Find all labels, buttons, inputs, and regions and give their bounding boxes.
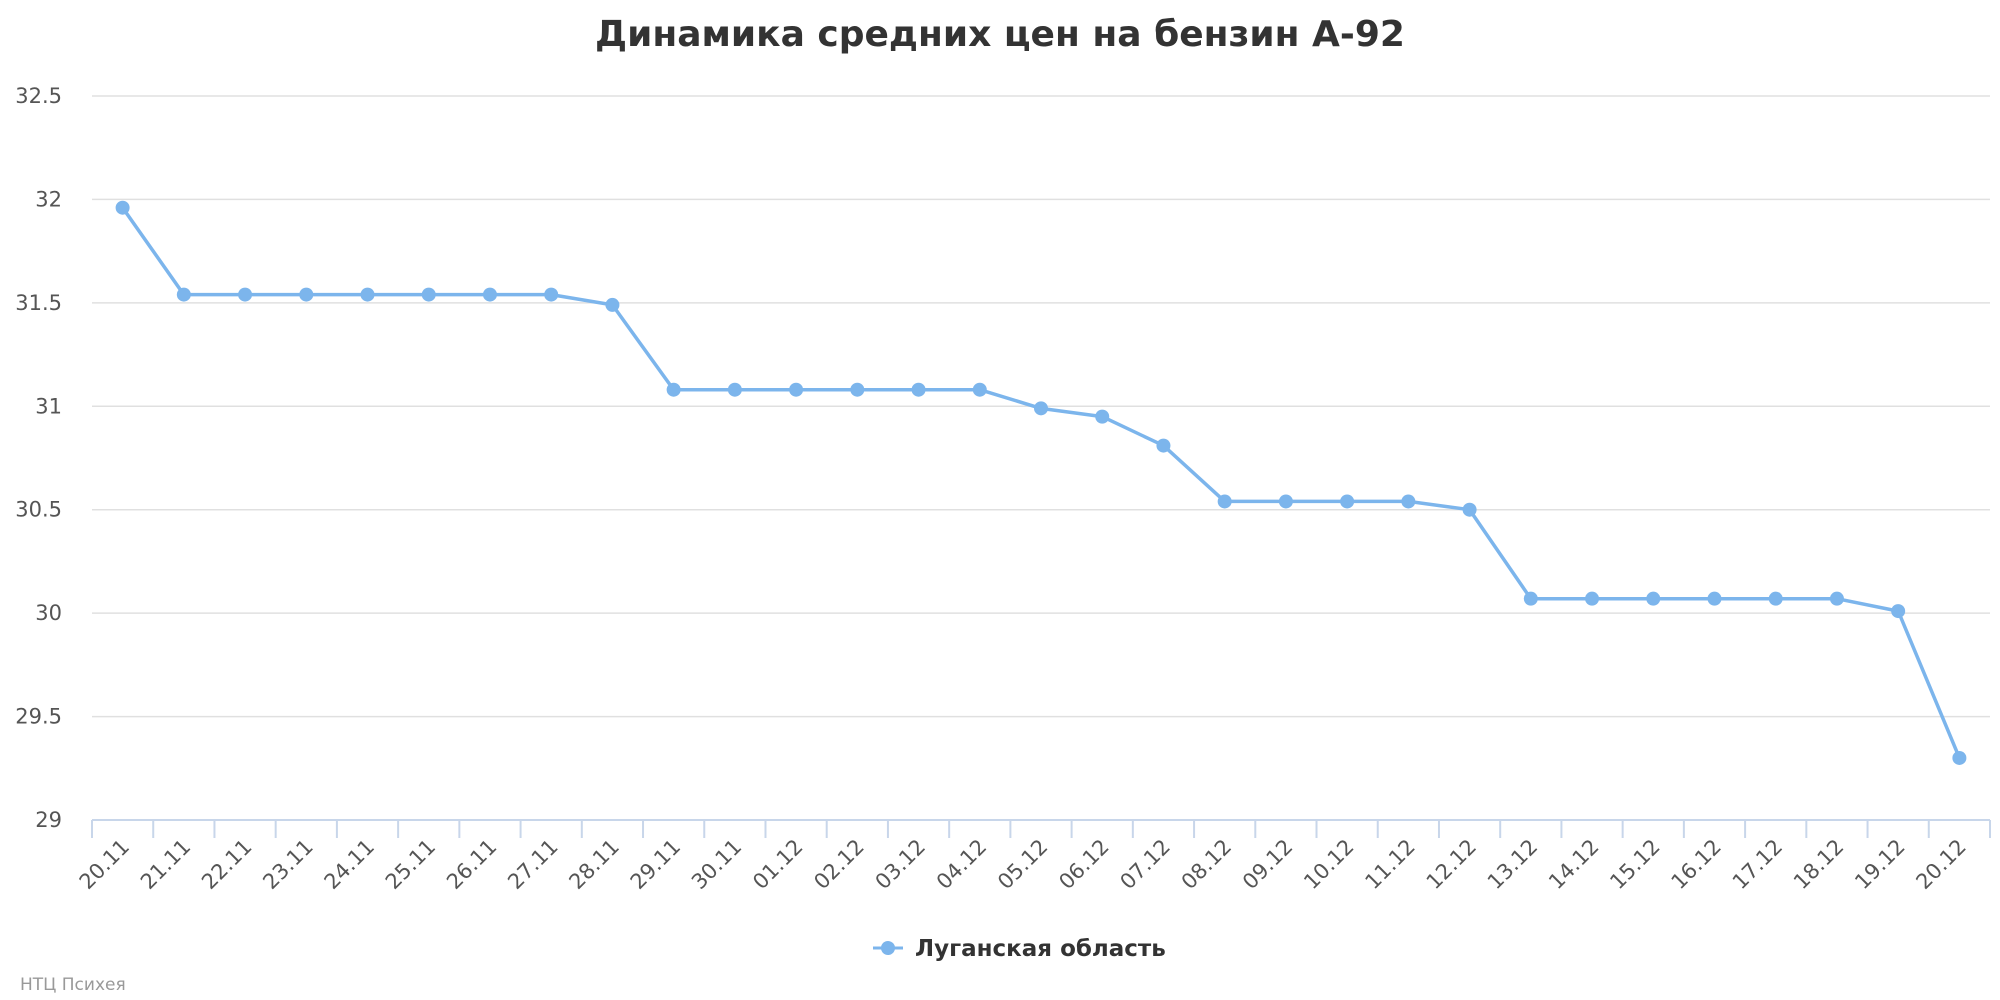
y-tick-label: 32 bbox=[35, 187, 62, 211]
series-layer bbox=[115, 200, 1967, 765]
data-point[interactable] bbox=[850, 382, 865, 397]
x-tick-label: 24.11 bbox=[320, 835, 379, 894]
data-point[interactable] bbox=[666, 382, 681, 397]
x-tick-label: 25.11 bbox=[381, 835, 440, 894]
x-tick-label: 10.12 bbox=[1299, 835, 1358, 894]
data-point[interactable] bbox=[1646, 591, 1661, 606]
x-tick-label: 15.12 bbox=[1605, 835, 1664, 894]
x-tick-label: 21.11 bbox=[136, 835, 195, 894]
data-point[interactable] bbox=[1156, 438, 1171, 453]
legend-label: Луганская область bbox=[915, 936, 1166, 962]
x-tick-label: 03.12 bbox=[871, 835, 930, 894]
data-point[interactable] bbox=[1585, 591, 1600, 606]
x-tick-label: 06.12 bbox=[1054, 835, 1113, 894]
x-tick-label: 09.12 bbox=[1238, 835, 1297, 894]
x-tick-label: 11.12 bbox=[1360, 835, 1419, 894]
x-tick-label: 19.12 bbox=[1850, 835, 1909, 894]
data-point[interactable] bbox=[727, 382, 742, 397]
data-point[interactable] bbox=[911, 382, 926, 397]
data-point[interactable] bbox=[360, 287, 375, 302]
y-tick-label: 32.5 bbox=[15, 84, 62, 108]
x-tick-label: 18.12 bbox=[1789, 835, 1848, 894]
data-point[interactable] bbox=[1034, 401, 1048, 416]
x-tick-label: 04.12 bbox=[932, 835, 991, 894]
x-tick-label: 01.12 bbox=[748, 835, 807, 894]
legend-dot-marker bbox=[881, 941, 895, 955]
x-tick-label: 12.12 bbox=[1422, 835, 1481, 894]
data-point[interactable] bbox=[1891, 604, 1906, 619]
x-tick-label: 23.11 bbox=[258, 835, 317, 894]
x-tick-label: 30.11 bbox=[687, 835, 746, 894]
x-tick-label: 20.12 bbox=[1911, 835, 1970, 894]
y-axis-ticks: 29 29.5 30 30.5 31 31.5 32 32.5 bbox=[15, 84, 62, 832]
data-point[interactable] bbox=[1340, 494, 1355, 509]
x-tick-label: 22.11 bbox=[197, 835, 256, 894]
y-tick-label: 29 bbox=[35, 808, 62, 832]
data-point[interactable] bbox=[972, 382, 987, 397]
data-point[interactable] bbox=[1278, 494, 1293, 509]
x-tick-label: 02.12 bbox=[809, 835, 868, 894]
x-tick-label: 28.11 bbox=[564, 835, 623, 894]
data-point[interactable] bbox=[1768, 591, 1783, 606]
data-point[interactable] bbox=[1217, 494, 1232, 509]
data-point[interactable] bbox=[789, 382, 804, 397]
data-point[interactable] bbox=[1952, 750, 1967, 765]
x-tick-label: 20.11 bbox=[75, 835, 134, 894]
x-tick-label: 07.12 bbox=[1116, 835, 1175, 894]
chart-title: Динамика средних цен на бензин А-92 bbox=[595, 14, 1405, 55]
data-point[interactable] bbox=[299, 287, 314, 302]
y-tick-label: 30.5 bbox=[15, 498, 62, 522]
y-tick-label: 31.5 bbox=[15, 291, 62, 315]
x-axis: 20.11 21.11 22.11 23.11 24.11 25.11 26.11 27.11… bbox=[75, 819, 1991, 894]
x-tick-label: 13.12 bbox=[1483, 835, 1542, 894]
y-tick-label: 30 bbox=[35, 601, 62, 625]
x-tick-label: 08.12 bbox=[1177, 835, 1236, 894]
series-line bbox=[121, 206, 1962, 759]
x-tick-label: 16.12 bbox=[1667, 835, 1726, 894]
credit-text[interactable]: НТЦ Психея bbox=[20, 975, 126, 995]
x-tick-label: 17.12 bbox=[1728, 835, 1787, 894]
gridlines bbox=[92, 95, 1990, 718]
data-point[interactable] bbox=[115, 200, 130, 215]
x-tick-label: 27.11 bbox=[503, 835, 562, 894]
x-tick-label: 14.12 bbox=[1544, 835, 1603, 894]
y-tick-label: 31 bbox=[35, 394, 62, 418]
data-point[interactable] bbox=[544, 287, 559, 302]
x-tick-label: 05.12 bbox=[993, 835, 1052, 894]
data-point[interactable] bbox=[1523, 591, 1538, 606]
data-point[interactable] bbox=[482, 287, 497, 302]
x-tick-label: 26.11 bbox=[442, 835, 501, 894]
x-tick-label: 29.11 bbox=[626, 835, 685, 894]
data-point[interactable] bbox=[1829, 591, 1844, 606]
data-point[interactable] bbox=[1462, 502, 1477, 517]
data-point[interactable] bbox=[1401, 494, 1416, 509]
data-point[interactable] bbox=[176, 287, 191, 302]
data-point[interactable] bbox=[421, 287, 436, 302]
y-tick-label: 29.5 bbox=[15, 705, 62, 729]
data-point[interactable] bbox=[605, 297, 620, 312]
data-point[interactable] bbox=[1707, 591, 1722, 606]
data-point[interactable] bbox=[1095, 409, 1110, 424]
legend[interactable]: Луганская область bbox=[873, 936, 1166, 962]
data-point[interactable] bbox=[238, 287, 253, 302]
